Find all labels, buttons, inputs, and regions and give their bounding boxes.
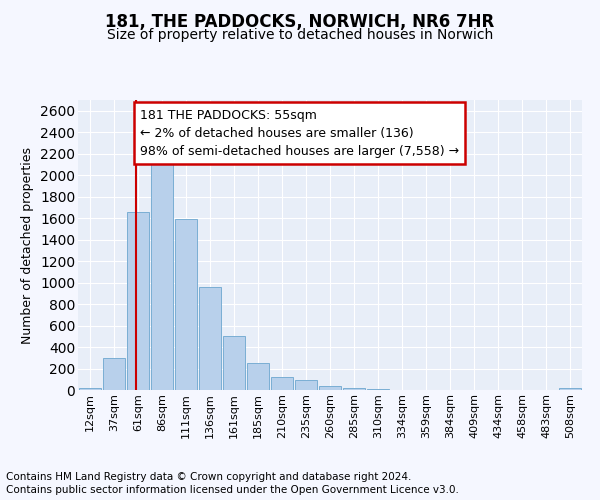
Bar: [271, 376, 293, 390]
Bar: [103, 358, 125, 390]
Bar: [343, 388, 365, 390]
Bar: [319, 386, 341, 390]
Bar: [367, 388, 389, 390]
Text: Contains public sector information licensed under the Open Government Licence v3: Contains public sector information licen…: [6, 485, 459, 495]
Y-axis label: Number of detached properties: Number of detached properties: [22, 146, 34, 344]
Bar: [295, 380, 317, 390]
Bar: [79, 388, 101, 390]
Bar: [223, 336, 245, 390]
Bar: [151, 161, 173, 390]
Bar: [559, 388, 581, 390]
Bar: [127, 212, 149, 390]
Text: Size of property relative to detached houses in Norwich: Size of property relative to detached ho…: [107, 28, 493, 42]
Text: 181 THE PADDOCKS: 55sqm
← 2% of detached houses are smaller (136)
98% of semi-de: 181 THE PADDOCKS: 55sqm ← 2% of detached…: [140, 108, 459, 158]
Text: Contains HM Land Registry data © Crown copyright and database right 2024.: Contains HM Land Registry data © Crown c…: [6, 472, 412, 482]
Bar: [175, 219, 197, 390]
Bar: [199, 287, 221, 390]
Text: 181, THE PADDOCKS, NORWICH, NR6 7HR: 181, THE PADDOCKS, NORWICH, NR6 7HR: [106, 12, 494, 30]
Bar: [247, 363, 269, 390]
